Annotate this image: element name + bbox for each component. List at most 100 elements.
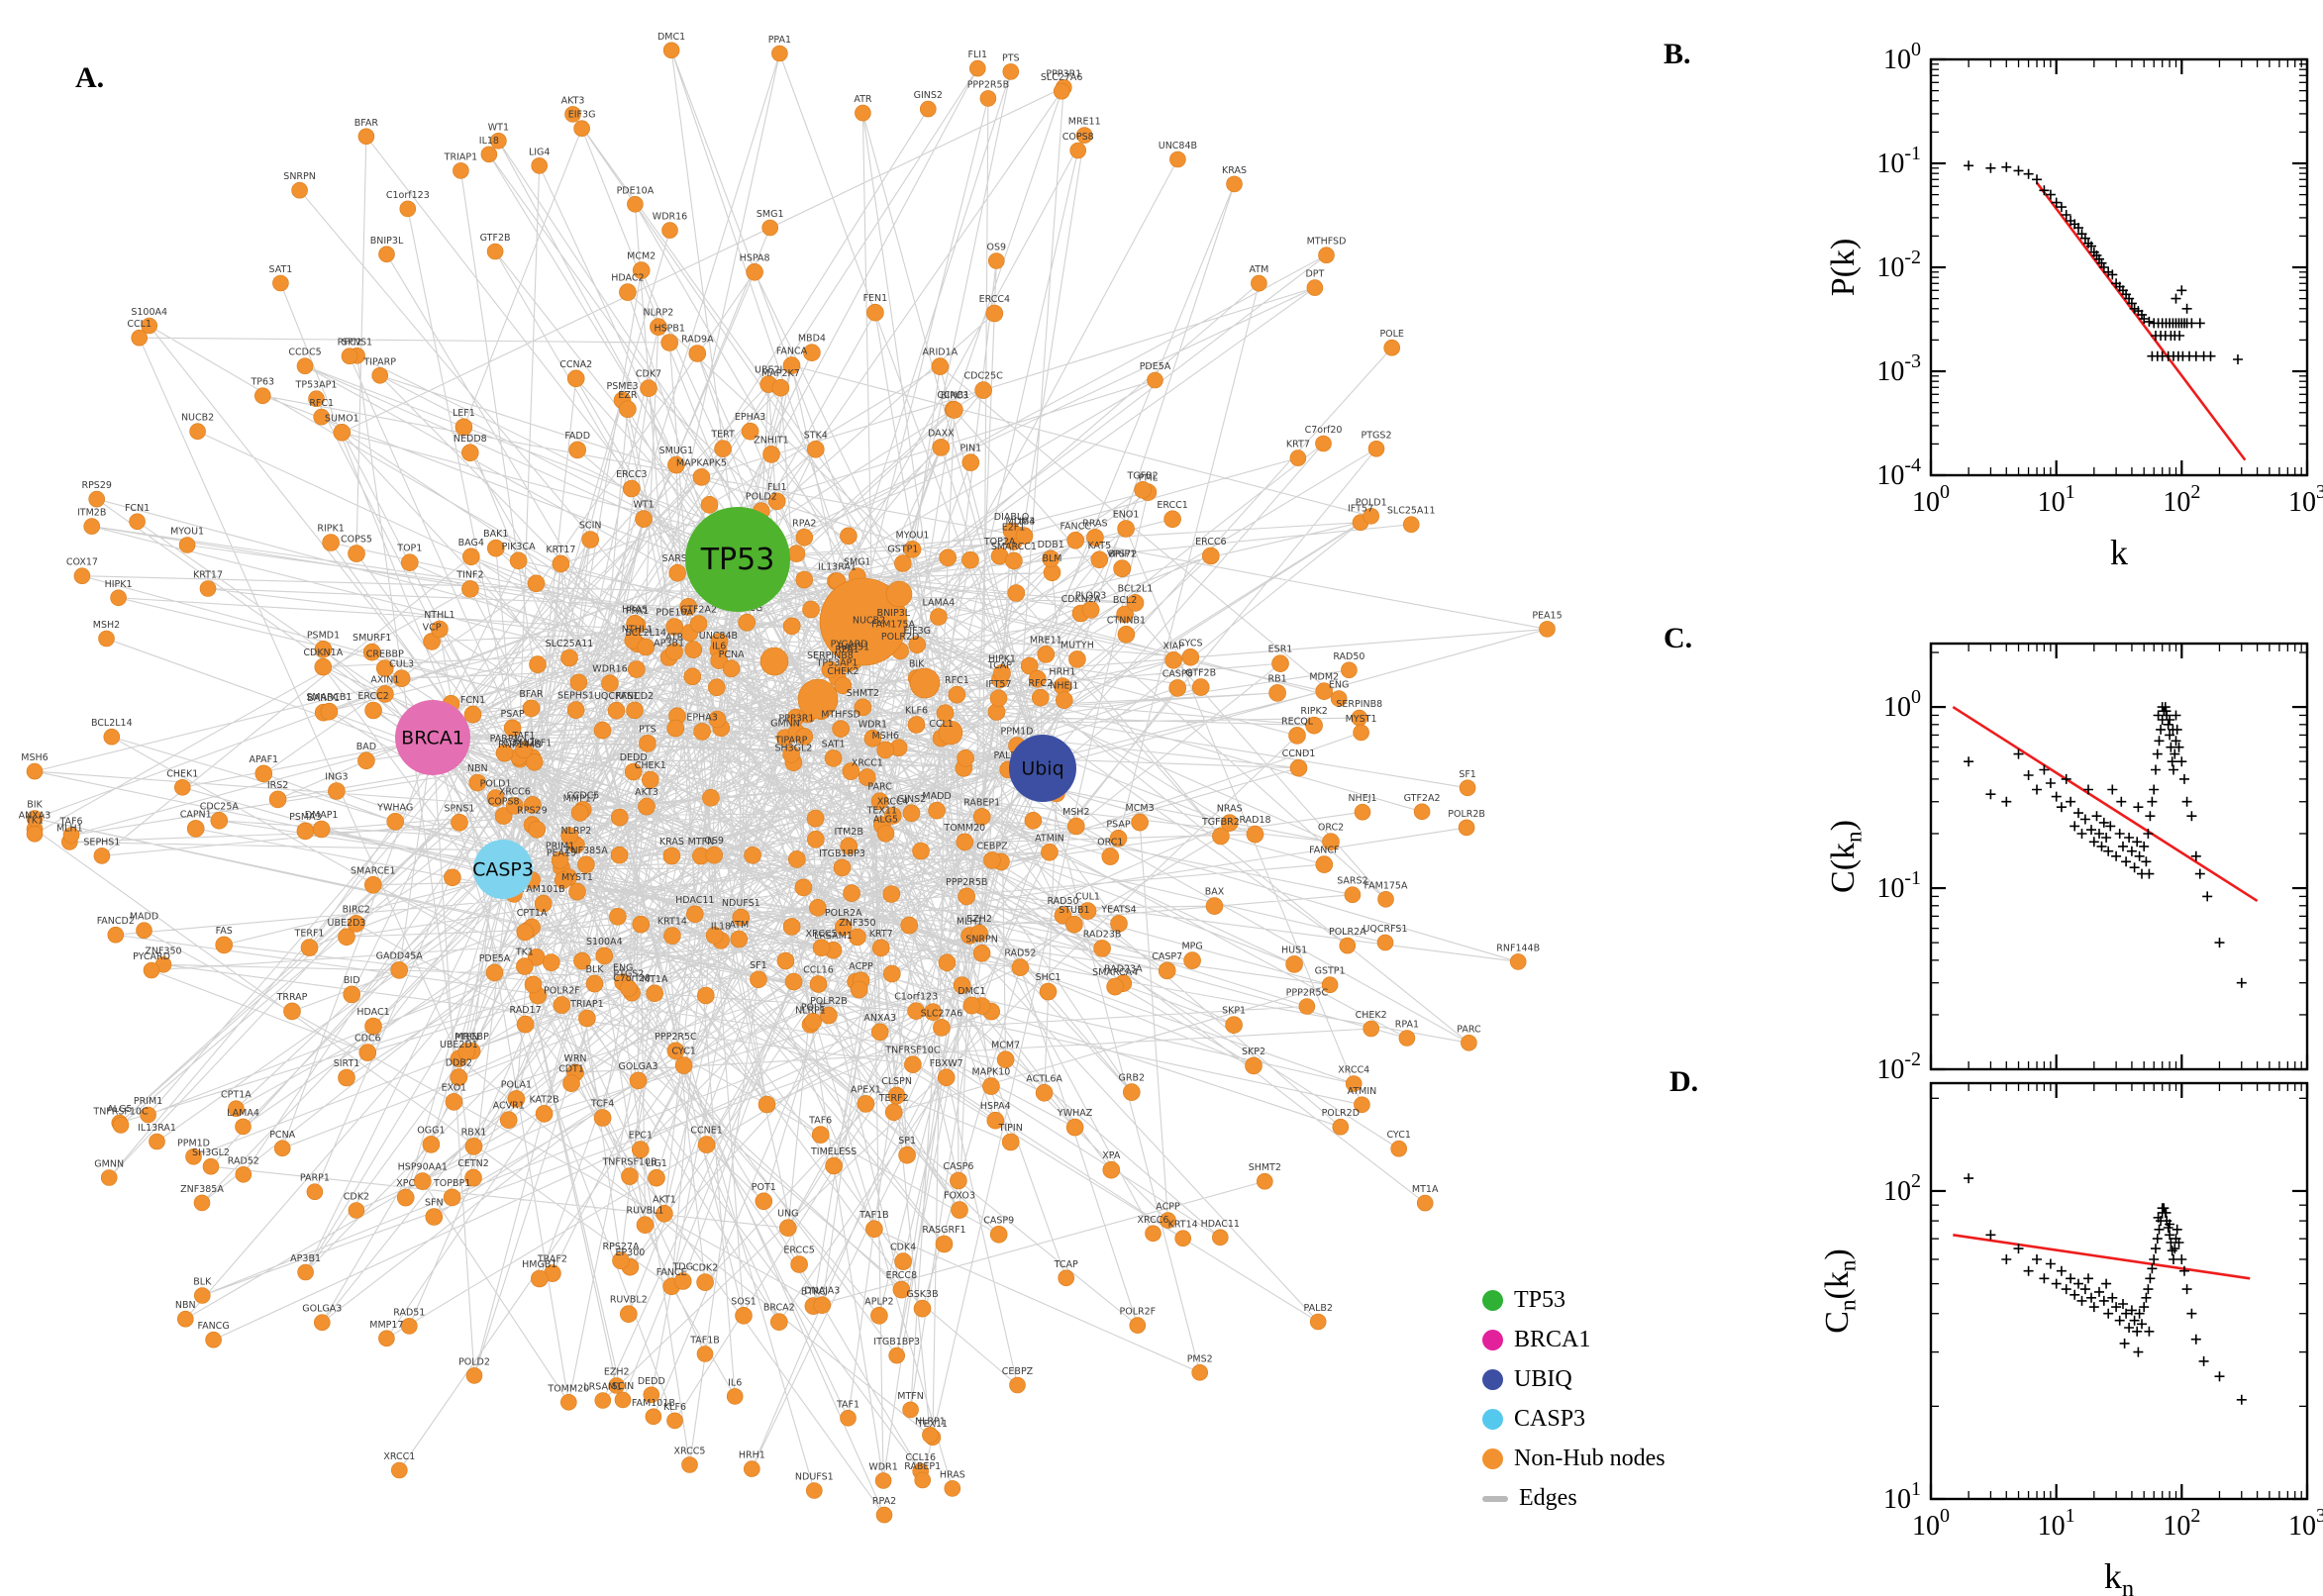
non-hub-node — [573, 120, 590, 137]
hub-node-brca1 — [395, 700, 470, 775]
node-label: PCNA — [269, 1130, 295, 1141]
non-hub-node — [840, 1410, 857, 1427]
node-label: SAT1 — [822, 739, 846, 749]
non-hub-node — [1160, 1212, 1176, 1229]
node-label: CCNA2 — [559, 359, 592, 370]
node-label: PARP1 — [300, 1173, 330, 1184]
non-hub-node — [705, 846, 724, 864]
node-label: MTHFSD — [1307, 237, 1347, 248]
node-label: NRAS — [1217, 804, 1243, 815]
non-hub-node — [697, 1136, 716, 1153]
non-hub-node — [884, 1103, 903, 1122]
non-hub-node — [177, 1310, 194, 1328]
node-label: YWHAZ — [1057, 1108, 1093, 1119]
non-hub-node — [495, 744, 514, 762]
non-hub-node — [464, 1138, 483, 1155]
non-hub-node — [131, 329, 148, 347]
node-label: HRH1 — [739, 1450, 765, 1461]
node-label: POT1 — [752, 1182, 776, 1193]
node-label: TCAP — [987, 660, 1012, 671]
node-label: BNIP3L — [877, 608, 911, 619]
non-hub-node — [594, 1392, 612, 1409]
hub-label-brca1: BRCA1 — [401, 727, 464, 748]
non-hub-node — [399, 200, 417, 218]
node-label: BLK — [585, 964, 604, 975]
non-hub-node — [778, 1219, 797, 1237]
non-hub-node — [522, 699, 541, 718]
non-hub-node — [743, 1460, 760, 1477]
non-hub-node — [1065, 915, 1083, 934]
node-label: TP53AP1 — [816, 658, 858, 669]
non-hub-node — [357, 128, 375, 146]
node-label: CHEK2 — [827, 666, 858, 677]
non-hub-node — [1134, 480, 1152, 499]
non-hub-node — [149, 1133, 165, 1150]
non-hub-node — [1298, 998, 1316, 1015]
panel-label-b: B. — [1664, 38, 1691, 70]
node-label: C1orf123 — [894, 992, 938, 1003]
node-label: BLK — [193, 1277, 212, 1288]
non-hub-node — [726, 1388, 744, 1405]
node-label: FCN1 — [460, 695, 485, 706]
non-hub-node — [1330, 690, 1348, 707]
non-hub-node — [283, 1002, 301, 1021]
non-hub-node — [987, 252, 1005, 269]
non-hub-node — [948, 685, 966, 704]
node-label: KRAS — [1222, 165, 1247, 176]
node-label: PMS2 — [1187, 1353, 1213, 1364]
node-label: MMP17 — [563, 793, 597, 804]
node-label: CYC1 — [671, 1047, 695, 1057]
non-hub-node — [902, 804, 921, 823]
non-hub-node — [612, 1251, 630, 1270]
non-hub-node — [631, 1141, 650, 1158]
node-label: AP3B1 — [290, 1253, 321, 1264]
legend-label: BRCA1 — [1514, 1327, 1591, 1352]
node-label: SERPINB8 — [807, 650, 854, 661]
non-hub-node — [107, 926, 125, 944]
non-hub-node — [660, 334, 679, 351]
node-label: CDC25A — [200, 801, 240, 812]
node-label: XRCC6 — [499, 786, 531, 797]
node-label: TP53AP1 — [295, 380, 338, 391]
node-label: IRS2 — [267, 780, 288, 791]
node-label: NTHL1 — [622, 625, 653, 636]
node-label: ERCC2 — [357, 691, 388, 702]
node-label: UNG — [777, 1209, 798, 1220]
panel-label-d: D. — [1669, 1065, 1699, 1098]
node-label: NLRP1 — [915, 1416, 946, 1427]
node-label: KAT5 — [1087, 541, 1111, 551]
non-hub-node — [666, 1042, 685, 1060]
node-label: FAS — [216, 926, 233, 937]
non-hub-node — [1131, 813, 1149, 832]
non-hub-node — [1212, 1229, 1229, 1247]
node-label: ERCC5 — [783, 1246, 814, 1256]
non-hub-node — [1011, 958, 1030, 976]
node-label: TAF1B — [689, 1336, 720, 1347]
non-hub-node — [185, 1148, 202, 1165]
node-label: TGFB2 — [1126, 470, 1158, 481]
node-label: STUB1 — [1059, 905, 1089, 916]
fit-line — [2036, 181, 2247, 461]
node-label: MDM4 — [1006, 516, 1036, 527]
node-label: MTFN — [897, 1391, 924, 1402]
node-label: CYC1 — [1386, 1130, 1410, 1141]
non-hub-node — [646, 984, 664, 1003]
non-hub-node — [534, 894, 553, 913]
non-hub-node — [1024, 811, 1043, 830]
node-label: TNFRSF10B — [601, 1157, 656, 1168]
node-label: DPT — [1305, 269, 1324, 280]
x-tick-label: 100 — [1912, 481, 1950, 518]
non-hub-node — [1353, 724, 1369, 742]
non-hub-node — [979, 90, 997, 107]
node-label: IL6 — [712, 642, 726, 652]
node-label: PARC — [867, 782, 892, 793]
non-hub-node — [1145, 1225, 1162, 1243]
node-label: ERCC6 — [1195, 537, 1226, 548]
y-tick-label: 102 — [1883, 1170, 1921, 1207]
non-hub-node — [103, 728, 121, 746]
node-label: TAF6 — [58, 817, 82, 828]
non-hub-node — [314, 640, 333, 658]
non-hub-node — [1202, 547, 1220, 565]
hub-label-tp53: TP53 — [700, 543, 775, 577]
non-hub-node — [338, 1068, 355, 1087]
